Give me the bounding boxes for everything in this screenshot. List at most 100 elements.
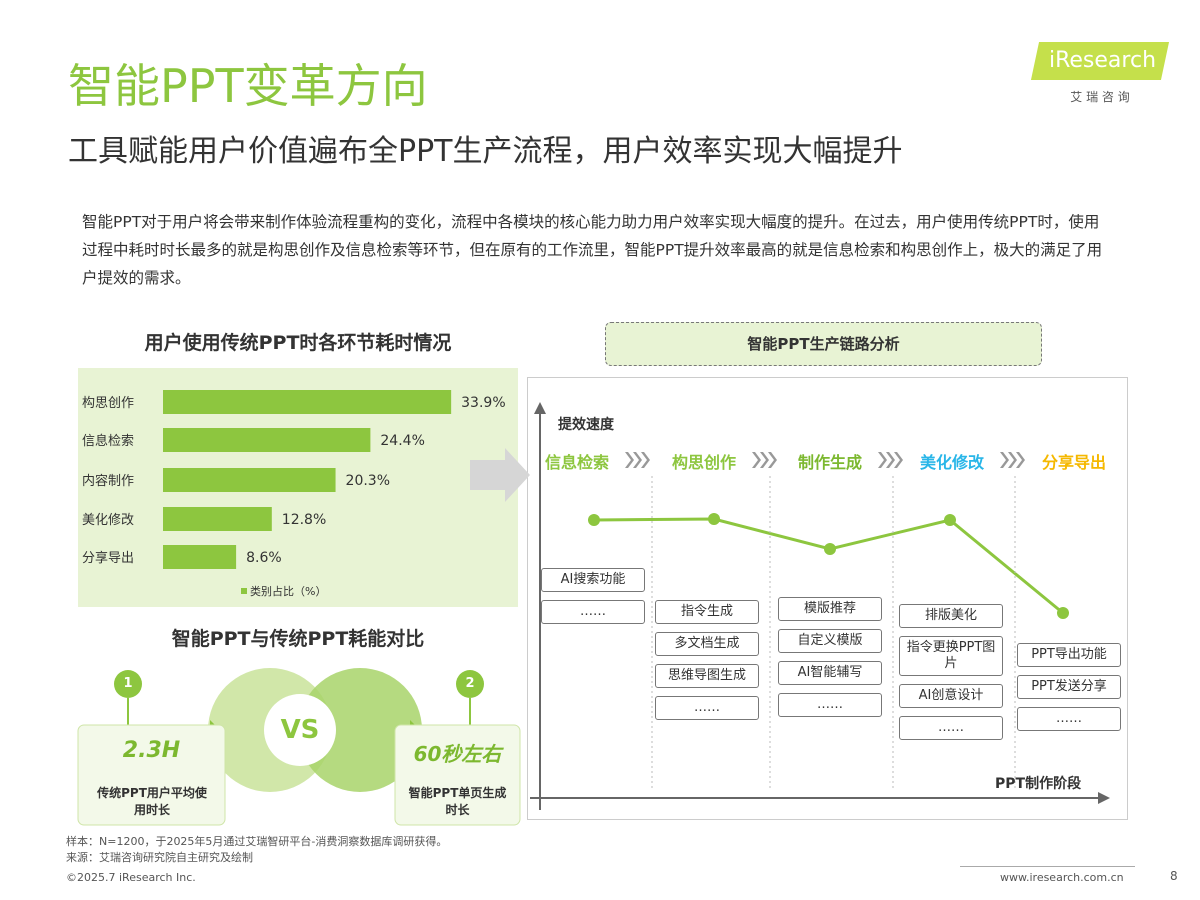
- value-box: [77, 724, 226, 826]
- y-arrow: [534, 402, 546, 414]
- trend-point: [944, 514, 956, 526]
- vs-text: VS: [280, 715, 320, 745]
- x-label: PPT制作阶段: [995, 776, 1082, 792]
- feature-box: AI智能辅写: [778, 661, 882, 685]
- trend-point: [588, 514, 600, 526]
- vs-circle: [264, 694, 336, 766]
- stage-name: 美化修改: [920, 453, 985, 472]
- right-value: 60秒左右: [413, 742, 502, 766]
- feature-column: 排版美化指令更换PPT图片 AI创意设计 ……: [899, 604, 1003, 748]
- value-label: 33.9%: [461, 395, 505, 411]
- category-label: 美化修改: [82, 513, 134, 528]
- legend-label: 类别占比（%）: [250, 584, 326, 598]
- big-arrow: [470, 448, 530, 502]
- feature-box: PPT发送分享: [1017, 675, 1121, 699]
- feature-box: 多文档生成: [655, 632, 759, 656]
- bar: [163, 507, 272, 531]
- stage-name: 分享导出: [1042, 453, 1107, 472]
- copyright: ©2025.7 iResearch Inc.: [66, 871, 196, 884]
- feature-box: 自定义模版: [778, 629, 882, 653]
- stage-name: 信息检索: [545, 453, 610, 472]
- circle-right: [298, 668, 422, 792]
- value-label: 12.8%: [282, 512, 326, 528]
- trend-point: [1057, 607, 1069, 619]
- diagram-title: 智能PPT生产链路分析: [605, 322, 1042, 366]
- bar-chart: 构思创作 33.9% 信息检索 24.4% 内容制作 20.3% 美化修改 12.8% 分享导出…: [82, 390, 506, 598]
- stage-name: 制作生成: [798, 453, 863, 472]
- logo: iResearch: [1048, 48, 1157, 73]
- trend-point: [708, 513, 720, 525]
- feature-box: PPT导出功能: [1017, 643, 1121, 667]
- chevron: [633, 452, 642, 468]
- chevron: [641, 452, 650, 468]
- value-label: 8.6%: [246, 550, 282, 566]
- chevron: [768, 452, 777, 468]
- feature-box: 指令生成: [655, 600, 759, 624]
- left-label: 传统PPT用户平均使用时长: [97, 786, 207, 817]
- comparison-graphic: [77, 668, 521, 826]
- badge: [456, 670, 484, 698]
- feature-column: AI搜索功能 ……: [541, 568, 645, 632]
- badge-label: 1: [123, 676, 133, 691]
- value-label: 20.3%: [346, 473, 390, 489]
- chevron: [760, 452, 769, 468]
- chevron: [625, 452, 634, 468]
- badge-label: 2: [465, 676, 475, 691]
- url: www.iresearch.com.cn: [1000, 871, 1124, 884]
- logo-sub: 艾 瑞 咨 询: [1070, 90, 1130, 104]
- note: 来源：艾瑞咨询研究院自主研究及绘制: [66, 851, 253, 864]
- diagram-frame: [527, 377, 1128, 820]
- category-label: 内容制作: [82, 473, 134, 489]
- subtitle: 工具赋能用户价值遍布全PPT生产流程，用户效率实现大幅提升: [68, 134, 903, 169]
- left-value: 2.3H: [122, 738, 181, 763]
- bar: [163, 428, 371, 452]
- category-label: 构思创作: [82, 396, 134, 411]
- badge: [114, 670, 142, 698]
- category-label: 分享导出: [82, 550, 134, 566]
- feature-column: 指令生成多文档生成思维导图生成 ……: [655, 600, 759, 728]
- chevron: [752, 452, 761, 468]
- bar: [163, 468, 336, 492]
- feature-box: 指令更换PPT图片: [899, 636, 1003, 676]
- chart-title: 用户使用传统PPT时各环节耗时情况: [144, 332, 452, 354]
- feature-box: ……: [778, 693, 882, 717]
- feature-box: ……: [899, 716, 1003, 740]
- feature-box: 模版推荐: [778, 597, 882, 621]
- note: 样本：N=1200，于2025年5月通过艾瑞智研平台-消费洞察数据库调研获得。: [66, 835, 448, 848]
- bar: [163, 545, 237, 569]
- feature-box: AI搜索功能: [541, 568, 645, 592]
- notes: 样本：N=1200，于2025年5月通过艾瑞智研平台-消费洞察数据库调研获得。 …: [66, 834, 447, 866]
- feature-box: AI创意设计: [899, 684, 1003, 708]
- feature-box: ……: [541, 600, 645, 624]
- chevron: [886, 452, 895, 468]
- value-label: 24.4%: [380, 433, 424, 449]
- title: 智能PPT变革方向: [68, 59, 428, 113]
- chevron: [1016, 452, 1025, 468]
- chevron: [1000, 452, 1009, 468]
- value-box: [394, 724, 521, 826]
- comparison-title: 智能PPT与传统PPT耗能对比: [171, 628, 425, 650]
- stage-name: 构思创作: [672, 453, 737, 472]
- category-label: 信息检索: [82, 433, 134, 449]
- feature-box: ……: [655, 696, 759, 720]
- footer-rule: [960, 866, 1135, 867]
- feature-column: PPT导出功能 PPT发送分享 ……: [1017, 643, 1121, 739]
- trend-point: [824, 543, 836, 555]
- x-arrow: [1098, 792, 1110, 804]
- chevron: [1008, 452, 1017, 468]
- feature-column: 模版推荐自定义模版 AI智能辅写 ……: [778, 597, 882, 725]
- intro: 智能PPT对于用户将会带来制作体验流程重构的变化，流程中各模块的核心能力助力用户…: [82, 213, 1103, 287]
- y-label: 提效速度: [558, 417, 614, 433]
- feature-box: ……: [1017, 707, 1121, 731]
- page-number: 8: [1170, 869, 1178, 883]
- chevron: [894, 452, 903, 468]
- bar: [163, 390, 452, 414]
- feature-box: 思维导图生成: [655, 664, 759, 688]
- right-label: 智能PPT单页生成时长: [408, 786, 507, 817]
- chevron: [878, 452, 887, 468]
- feature-box: 排版美化: [899, 604, 1003, 628]
